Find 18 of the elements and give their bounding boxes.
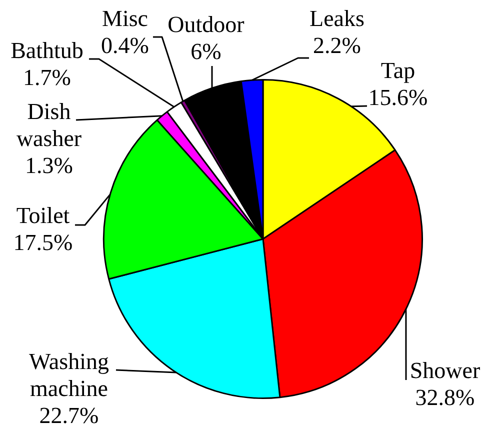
slice-label: Bathtub — [10, 38, 84, 64]
data-label: 22.7% — [39, 403, 99, 428]
data-label: 6% — [190, 39, 222, 64]
data-label: 15.6% — [368, 85, 428, 110]
slice-label: Dish washer — [16, 99, 82, 152]
data-label: 0.4% — [101, 33, 149, 58]
data-label: 2.2% — [313, 33, 361, 58]
data-label: 1.3% — [25, 153, 73, 178]
slice-label: Misc — [102, 6, 148, 32]
slice-label: Shower — [410, 358, 480, 384]
slice-label: Tap — [380, 58, 416, 84]
data-label: 17.5% — [13, 230, 73, 256]
slice-label: Washing machine — [29, 349, 110, 402]
data-label: 1.7% — [23, 65, 71, 90]
slice-label: Leaks — [310, 6, 365, 32]
slice-label: Outdoor — [168, 12, 245, 38]
slice-label: Toilet — [16, 203, 70, 228]
data-label: 32.8% — [415, 385, 475, 410]
